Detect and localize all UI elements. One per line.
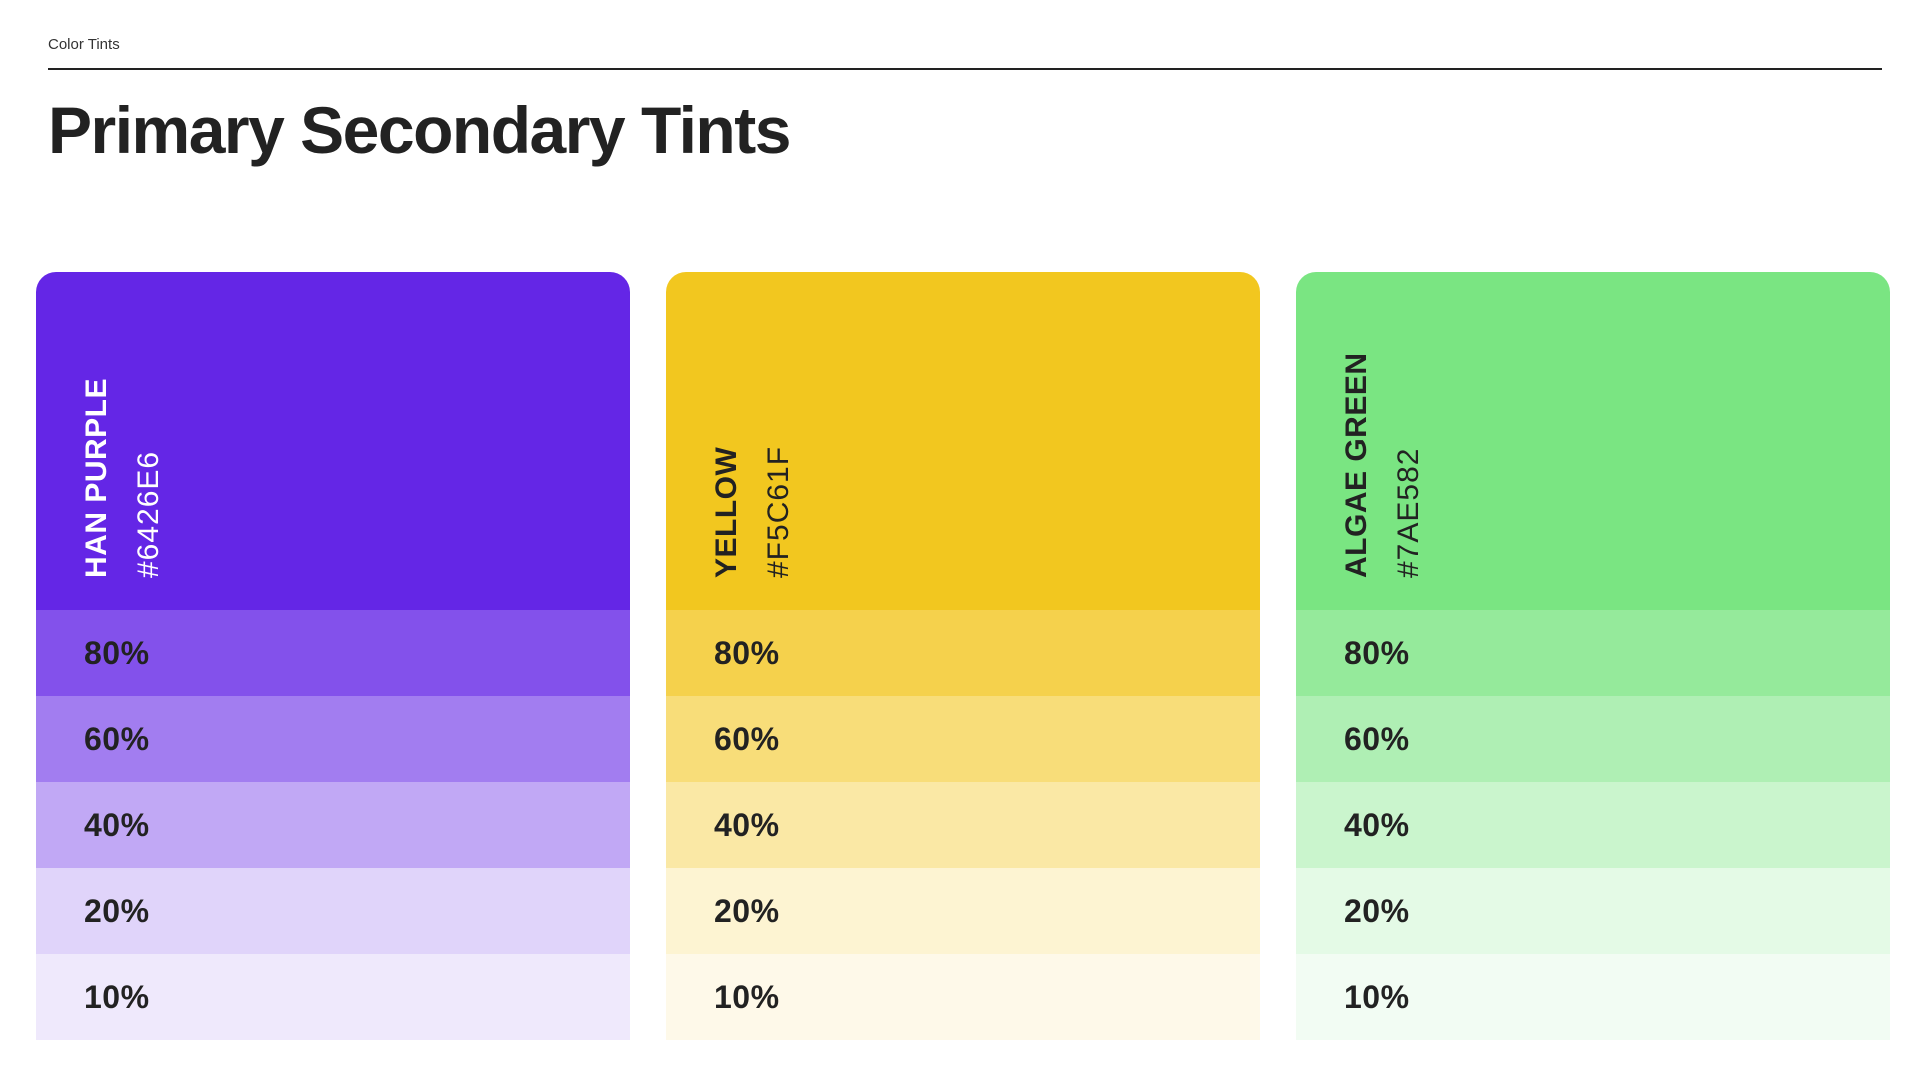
section-label: Color Tints: [48, 36, 120, 53]
header-divider: [48, 68, 1882, 70]
tint-label: 60%: [714, 720, 780, 757]
color-name: YELLOW: [710, 446, 743, 578]
tint-row: 60%: [36, 696, 630, 782]
tint-label: 40%: [84, 806, 150, 843]
base-swatch: ALGAE GREEN #7AE582: [1296, 272, 1890, 610]
color-hex: #7AE582: [1392, 447, 1425, 578]
palette-card-han-purple: HAN PURPLE #6426E6 80% 60% 40% 20% 10%: [36, 272, 630, 1040]
tint-label: 80%: [714, 634, 780, 671]
tint-label: 10%: [714, 978, 780, 1015]
base-swatch: YELLOW #F5C61F: [666, 272, 1260, 610]
page-title: Primary Secondary Tints: [48, 93, 791, 167]
tint-row: 40%: [36, 782, 630, 868]
tint-label: 80%: [84, 634, 150, 671]
tint-row: 60%: [666, 696, 1260, 782]
tint-row: 10%: [666, 954, 1260, 1040]
tint-label: 40%: [714, 806, 780, 843]
tint-label: 20%: [84, 892, 150, 929]
color-name: HAN PURPLE: [80, 377, 113, 578]
tint-label: 80%: [1344, 634, 1410, 671]
tint-row: 40%: [1296, 782, 1890, 868]
color-hex: #F5C61F: [762, 445, 795, 578]
base-swatch: HAN PURPLE #6426E6: [36, 272, 630, 610]
tint-label: 20%: [1344, 892, 1410, 929]
tint-row: 40%: [666, 782, 1260, 868]
tint-row: 10%: [1296, 954, 1890, 1040]
palette-cards: HAN PURPLE #6426E6 80% 60% 40% 20% 10% Y…: [36, 272, 1890, 1040]
tint-row: 20%: [666, 868, 1260, 954]
palette-card-algae-green: ALGAE GREEN #7AE582 80% 60% 40% 20% 10%: [1296, 272, 1890, 1040]
tint-row: 20%: [1296, 868, 1890, 954]
tint-label: 60%: [1344, 720, 1410, 757]
tint-row: 20%: [36, 868, 630, 954]
tint-row: 10%: [36, 954, 630, 1040]
palette-card-yellow: YELLOW #F5C61F 80% 60% 40% 20% 10%: [666, 272, 1260, 1040]
tint-row: 80%: [36, 610, 630, 696]
color-hex: #6426E6: [132, 450, 165, 578]
tint-label: 10%: [1344, 978, 1410, 1015]
tint-label: 20%: [714, 892, 780, 929]
tint-row: 80%: [1296, 610, 1890, 696]
tint-label: 40%: [1344, 806, 1410, 843]
tint-label: 10%: [84, 978, 150, 1015]
tint-row: 60%: [1296, 696, 1890, 782]
tint-row: 80%: [666, 610, 1260, 696]
color-name: ALGAE GREEN: [1340, 352, 1373, 578]
tint-label: 60%: [84, 720, 150, 757]
